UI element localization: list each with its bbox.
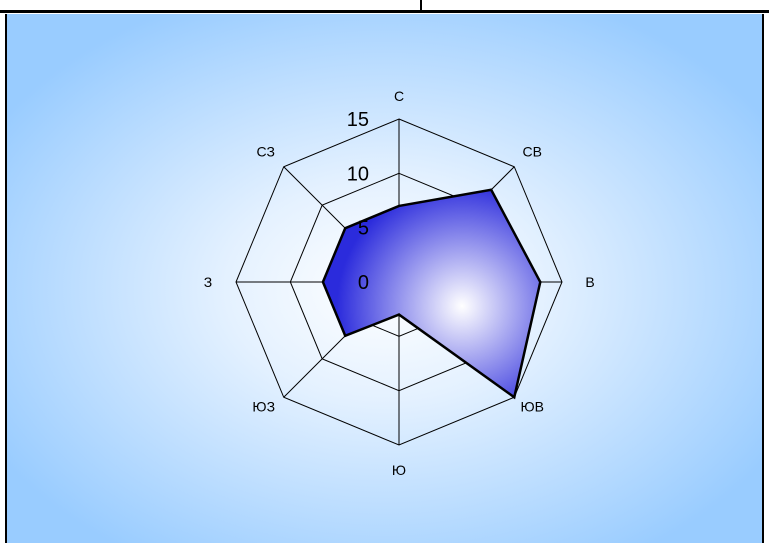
- axis-label: ЮВ: [521, 398, 544, 414]
- top-rule: [0, 0, 769, 14]
- data-point-3: [539, 280, 542, 284]
- tick-label: 0: [358, 272, 369, 294]
- radar-labels: 0 5 10 15 С СВ В ЮВ Ю ЮЗ З СЗ: [204, 88, 595, 478]
- tick-label: 10: [347, 163, 369, 185]
- axis-label: С: [394, 88, 404, 104]
- data-point-2: [490, 188, 493, 191]
- tick-label: 15: [347, 109, 369, 131]
- radar-series: [321, 188, 542, 400]
- data-point-1: [397, 204, 401, 208]
- data-point-8: [344, 227, 347, 230]
- data-point-4: [513, 396, 516, 399]
- axis-label: В: [585, 274, 594, 290]
- top-rule-tick: [420, 0, 422, 12]
- axis-label: СВ: [523, 144, 542, 160]
- radar-chart: 0 5 10 15 С СВ В ЮВ Ю ЮЗ З СЗ: [7, 14, 762, 543]
- chart-frame: 0 5 10 15 С СВ В ЮВ Ю ЮЗ З СЗ: [5, 14, 764, 543]
- data-point-7: [321, 280, 325, 284]
- data-point-5: [397, 313, 401, 316]
- tick-label: 5: [358, 218, 369, 240]
- data-point-6: [344, 334, 347, 337]
- axis-label: ЮЗ: [252, 398, 275, 414]
- axis-label: СЗ: [257, 144, 275, 160]
- top-rule-line: [0, 10, 769, 13]
- axis-label: Ю: [392, 462, 406, 478]
- axis-label: З: [204, 274, 212, 290]
